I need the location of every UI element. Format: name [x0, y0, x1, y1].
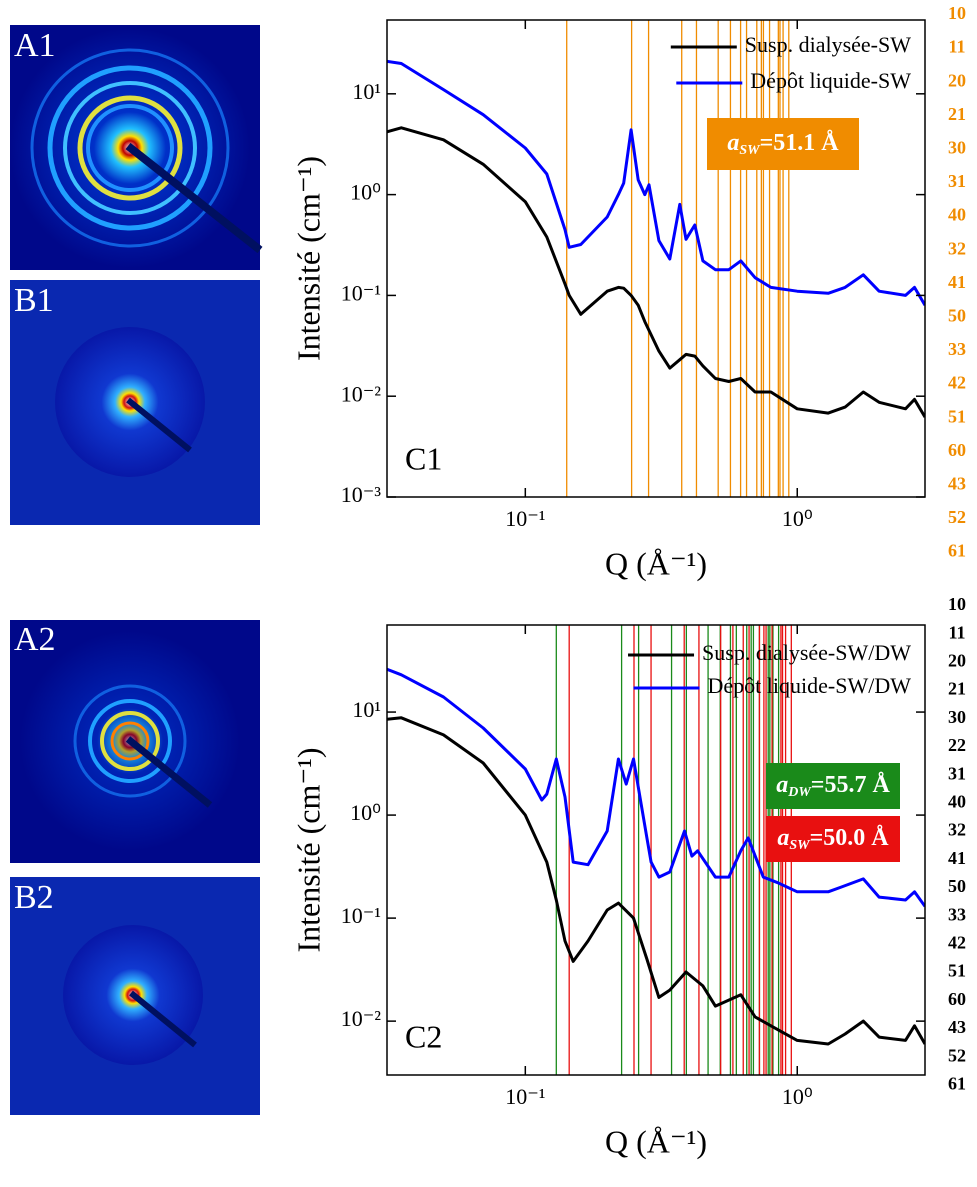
hkl-label: 61 — [948, 541, 966, 561]
hkl-label: 22 — [948, 735, 966, 755]
panel-label: C1 — [405, 440, 442, 476]
hkl-label: 40 — [948, 792, 966, 812]
detector-image-a1: A1 — [10, 25, 263, 270]
hkl-label: 41 — [948, 272, 966, 292]
hkl-label: 30 — [948, 707, 966, 727]
x-tick-label: 10⁻¹ — [505, 506, 545, 531]
series-line — [387, 59, 925, 306]
hkl-label: 20 — [948, 70, 966, 90]
hkl-label: 11 — [948, 37, 965, 57]
hkl-label: 52 — [948, 507, 966, 527]
hkl-label: 32 — [948, 238, 966, 258]
y-tick-label: 10⁻¹ — [341, 280, 381, 305]
y-tick-label: 10⁻² — [341, 1006, 382, 1031]
x-tick-label: 10⁰ — [782, 1084, 813, 1109]
annotation-value: =50.0 Å — [810, 825, 890, 851]
hkl-label: 51 — [948, 406, 966, 426]
image-label: A2 — [14, 621, 56, 658]
detector-image-a2: A2 — [10, 620, 260, 863]
image-label: A1 — [14, 27, 56, 64]
x-tick-label: 10⁻¹ — [505, 1084, 545, 1109]
annotation: aDW=55.7 Å — [776, 772, 890, 801]
hkl-label: 33 — [948, 339, 966, 359]
hkl-label: 43 — [948, 474, 966, 494]
hkl-label: 50 — [948, 876, 966, 896]
annotation: aSW=50.0 Å — [777, 825, 889, 854]
annotation-symbol: a — [727, 130, 739, 156]
hkl-label: 60 — [948, 440, 966, 460]
annotation-box — [707, 118, 859, 170]
y-tick-label: 10¹ — [352, 79, 381, 104]
hkl-label: 21 — [948, 104, 966, 124]
hkl-label: 31 — [948, 171, 966, 191]
x-axis-label: Q (Å⁻¹) — [605, 1123, 707, 1159]
hkl-label: 61 — [948, 1074, 966, 1094]
detector-image-b1: B1 — [10, 280, 260, 525]
image-label: B1 — [14, 282, 54, 319]
hkl-label: 52 — [948, 1045, 966, 1065]
annotation-symbol: a — [776, 772, 788, 798]
plot-frame — [386, 624, 926, 1076]
x-tick-label: 10⁰ — [782, 506, 813, 531]
image-label: B2 — [14, 879, 54, 916]
hkl-label: 21 — [948, 679, 966, 699]
hkl-label: 10 — [948, 3, 966, 23]
hkl-label: 11 — [948, 622, 965, 642]
panel-label: C2 — [405, 1018, 442, 1054]
y-tick-label: 10⁰ — [350, 180, 381, 205]
legend-label: Dépôt liquide-SW/DW — [708, 673, 912, 698]
hkl-label: 32 — [948, 820, 966, 840]
annotation-box — [766, 816, 900, 862]
series-line — [387, 716, 925, 1046]
annotation-subscript: SW — [739, 143, 761, 158]
y-tick-label: 10⁻³ — [341, 482, 382, 507]
legend-label: Dépôt liquide-SW — [750, 68, 911, 93]
hkl-label: 42 — [948, 933, 966, 953]
plot-frame — [386, 19, 926, 498]
hkl-label: 50 — [948, 306, 966, 326]
hkl-label: 30 — [948, 138, 966, 158]
hkl-label: 51 — [948, 961, 966, 981]
y-tick-label: 10⁰ — [350, 800, 381, 825]
y-tick-label: 10¹ — [352, 697, 381, 722]
annotation-symbol: a — [777, 825, 789, 851]
hkl-label: 20 — [948, 651, 966, 671]
series-line — [387, 126, 925, 418]
hkl-label: 10 — [948, 594, 966, 614]
hkl-label: 40 — [948, 205, 966, 225]
annotation-subscript: DW — [787, 785, 812, 800]
hkl-label: 60 — [948, 989, 966, 1009]
hkl-label: 43 — [948, 1017, 966, 1037]
annotation-value: =51.1 Å — [760, 130, 840, 156]
y-tick-label: 10⁻² — [341, 381, 382, 406]
hkl-label: 41 — [948, 848, 966, 868]
detector-image-b2: B2 — [10, 877, 260, 1115]
annotation-value: =55.7 Å — [811, 772, 891, 798]
annotation-box — [766, 763, 900, 809]
hkl-label: 31 — [948, 763, 966, 783]
annotation: aSW=51.1 Å — [727, 130, 839, 159]
hkl-label: 33 — [948, 904, 966, 924]
series-line — [387, 667, 925, 908]
y-tick-label: 10⁻¹ — [341, 903, 381, 928]
y-axis-label: Intensité (cm⁻¹) — [290, 747, 326, 952]
y-axis-label: Intensité (cm⁻¹) — [290, 156, 326, 361]
annotation-subscript: SW — [789, 838, 811, 853]
x-axis-label: Q (Å⁻¹) — [605, 545, 707, 581]
plot-area — [387, 20, 925, 497]
legend-label: Susp. dialysée-SW/DW — [702, 640, 911, 665]
legend-label: Susp. dialysée-SW — [745, 32, 911, 57]
hkl-label: 42 — [948, 373, 966, 393]
